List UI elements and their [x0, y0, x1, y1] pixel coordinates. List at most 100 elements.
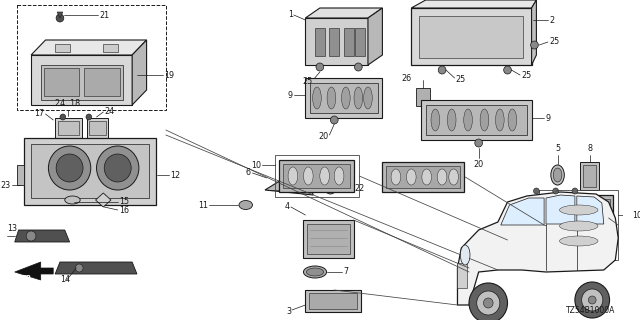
Bar: [89, 121, 106, 135]
Ellipse shape: [449, 169, 458, 185]
Ellipse shape: [447, 109, 456, 131]
Ellipse shape: [327, 87, 336, 109]
Circle shape: [469, 283, 508, 320]
Ellipse shape: [239, 201, 252, 210]
Polygon shape: [412, 8, 532, 65]
Circle shape: [26, 231, 36, 241]
Text: 10: 10: [632, 211, 640, 220]
Bar: [330, 28, 339, 56]
Ellipse shape: [464, 109, 472, 131]
Circle shape: [104, 154, 131, 182]
Ellipse shape: [559, 236, 598, 246]
Bar: [458, 263, 467, 288]
Text: FR.: FR.: [22, 275, 35, 281]
Ellipse shape: [65, 196, 80, 204]
Ellipse shape: [437, 169, 447, 185]
Polygon shape: [280, 160, 353, 192]
Polygon shape: [24, 138, 156, 205]
Polygon shape: [305, 8, 383, 18]
Circle shape: [483, 298, 493, 308]
Text: 23: 23: [1, 180, 11, 189]
Text: 16: 16: [118, 205, 129, 214]
Polygon shape: [265, 165, 313, 195]
Circle shape: [355, 63, 362, 71]
Bar: [103, 44, 118, 52]
Text: 25: 25: [456, 75, 466, 84]
Text: 2: 2: [549, 15, 554, 25]
Circle shape: [330, 116, 338, 124]
Bar: [344, 28, 353, 56]
Polygon shape: [500, 198, 544, 225]
Polygon shape: [548, 199, 609, 251]
Polygon shape: [55, 262, 137, 274]
Polygon shape: [426, 105, 527, 135]
Text: 9: 9: [545, 114, 550, 123]
Bar: [540, 190, 618, 260]
Text: 17: 17: [35, 108, 45, 117]
Polygon shape: [31, 55, 132, 105]
Bar: [55, 118, 82, 138]
Circle shape: [477, 291, 500, 315]
Circle shape: [572, 188, 578, 194]
Ellipse shape: [391, 169, 401, 185]
Bar: [582, 165, 596, 187]
Bar: [87, 118, 108, 138]
Polygon shape: [544, 195, 613, 255]
Circle shape: [438, 66, 446, 74]
Bar: [275, 155, 359, 197]
Polygon shape: [31, 40, 147, 55]
Ellipse shape: [307, 268, 324, 276]
Text: 25: 25: [302, 76, 312, 85]
Text: 20: 20: [474, 160, 484, 169]
Ellipse shape: [460, 245, 470, 265]
Bar: [17, 165, 24, 185]
Ellipse shape: [559, 221, 598, 231]
Circle shape: [56, 154, 83, 182]
Polygon shape: [95, 193, 111, 207]
Circle shape: [316, 63, 324, 71]
Text: 26: 26: [401, 74, 412, 83]
Text: 3: 3: [286, 307, 291, 316]
Bar: [416, 88, 429, 106]
Polygon shape: [305, 78, 383, 118]
Text: TZ54B1000A: TZ54B1000A: [566, 306, 615, 315]
Text: 24: 24: [104, 107, 115, 116]
Circle shape: [534, 188, 540, 194]
Circle shape: [60, 114, 66, 120]
Text: 4: 4: [285, 202, 290, 211]
Polygon shape: [383, 162, 464, 192]
Bar: [580, 162, 599, 190]
Text: 25: 25: [549, 36, 559, 45]
Text: 8: 8: [588, 144, 593, 153]
Ellipse shape: [551, 165, 564, 185]
Circle shape: [575, 282, 609, 318]
Polygon shape: [284, 164, 349, 188]
Text: 11: 11: [198, 201, 208, 210]
Text: 1: 1: [288, 10, 293, 19]
Text: 13: 13: [7, 223, 17, 233]
Circle shape: [86, 114, 92, 120]
Polygon shape: [31, 144, 150, 198]
Polygon shape: [41, 65, 122, 100]
Circle shape: [531, 41, 538, 49]
Ellipse shape: [422, 169, 431, 185]
Bar: [419, 16, 523, 58]
Bar: [44, 68, 79, 96]
Ellipse shape: [334, 167, 344, 185]
Text: 6: 6: [246, 167, 250, 177]
Bar: [305, 290, 361, 312]
Ellipse shape: [303, 167, 313, 185]
Bar: [84, 68, 120, 96]
Circle shape: [504, 66, 511, 74]
Text: 14: 14: [60, 275, 70, 284]
Polygon shape: [387, 166, 460, 188]
Text: 10: 10: [251, 161, 261, 170]
Ellipse shape: [495, 109, 504, 131]
Text: 12: 12: [170, 171, 180, 180]
Ellipse shape: [288, 167, 298, 185]
Bar: [307, 224, 349, 254]
Ellipse shape: [342, 87, 350, 109]
Circle shape: [49, 146, 91, 190]
Text: 19: 19: [164, 70, 174, 79]
Bar: [303, 220, 353, 258]
